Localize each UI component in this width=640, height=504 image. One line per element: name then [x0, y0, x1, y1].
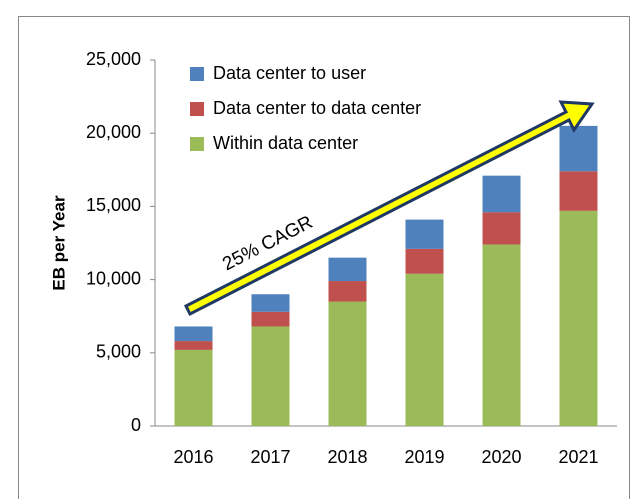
bar-segment	[328, 301, 367, 426]
bar-segment	[405, 273, 444, 426]
bar-segment	[174, 341, 213, 350]
bar-segment	[251, 311, 290, 327]
x-tick-label: 2017	[250, 447, 290, 467]
y-tick-label: 0	[131, 415, 141, 435]
bar-segment	[405, 219, 444, 249]
legend-label: Data center to user	[213, 63, 366, 83]
bar-segment	[251, 294, 290, 312]
bar-segment	[482, 244, 521, 426]
y-tick-label: 10,000	[86, 268, 141, 288]
legend-swatch	[190, 67, 204, 81]
y-tick-label: 20,000	[86, 122, 141, 142]
x-tick-label: 2020	[481, 447, 521, 467]
y-tick-label: 25,000	[86, 49, 141, 69]
bar-segment	[174, 326, 213, 342]
legend-swatch	[190, 102, 204, 116]
x-tick-label: 2021	[558, 447, 598, 467]
legend-label: Within data center	[213, 133, 358, 153]
bar-segment	[174, 349, 213, 426]
x-tick-label: 2016	[173, 447, 213, 467]
y-tick-label: 5,000	[96, 342, 141, 362]
bar-segment	[482, 175, 521, 213]
bar-segment	[559, 210, 598, 426]
bar-segment	[559, 171, 598, 211]
legend-swatch	[190, 137, 204, 151]
y-axis-label: EB per Year	[49, 195, 68, 291]
bar-segment	[328, 257, 367, 282]
bar-segment	[251, 326, 290, 426]
x-tick-label: 2018	[327, 447, 367, 467]
y-tick-label: 15,000	[86, 195, 141, 215]
bar-segment	[559, 125, 598, 172]
chart-frame	[18, 16, 630, 504]
trend-arrow	[183, 100, 595, 317]
legend-label: Data center to data center	[213, 98, 421, 118]
x-tick-label: 2019	[404, 447, 444, 467]
bar-segment	[328, 281, 367, 302]
bar-segment	[405, 248, 444, 274]
bar-segment	[482, 212, 521, 245]
